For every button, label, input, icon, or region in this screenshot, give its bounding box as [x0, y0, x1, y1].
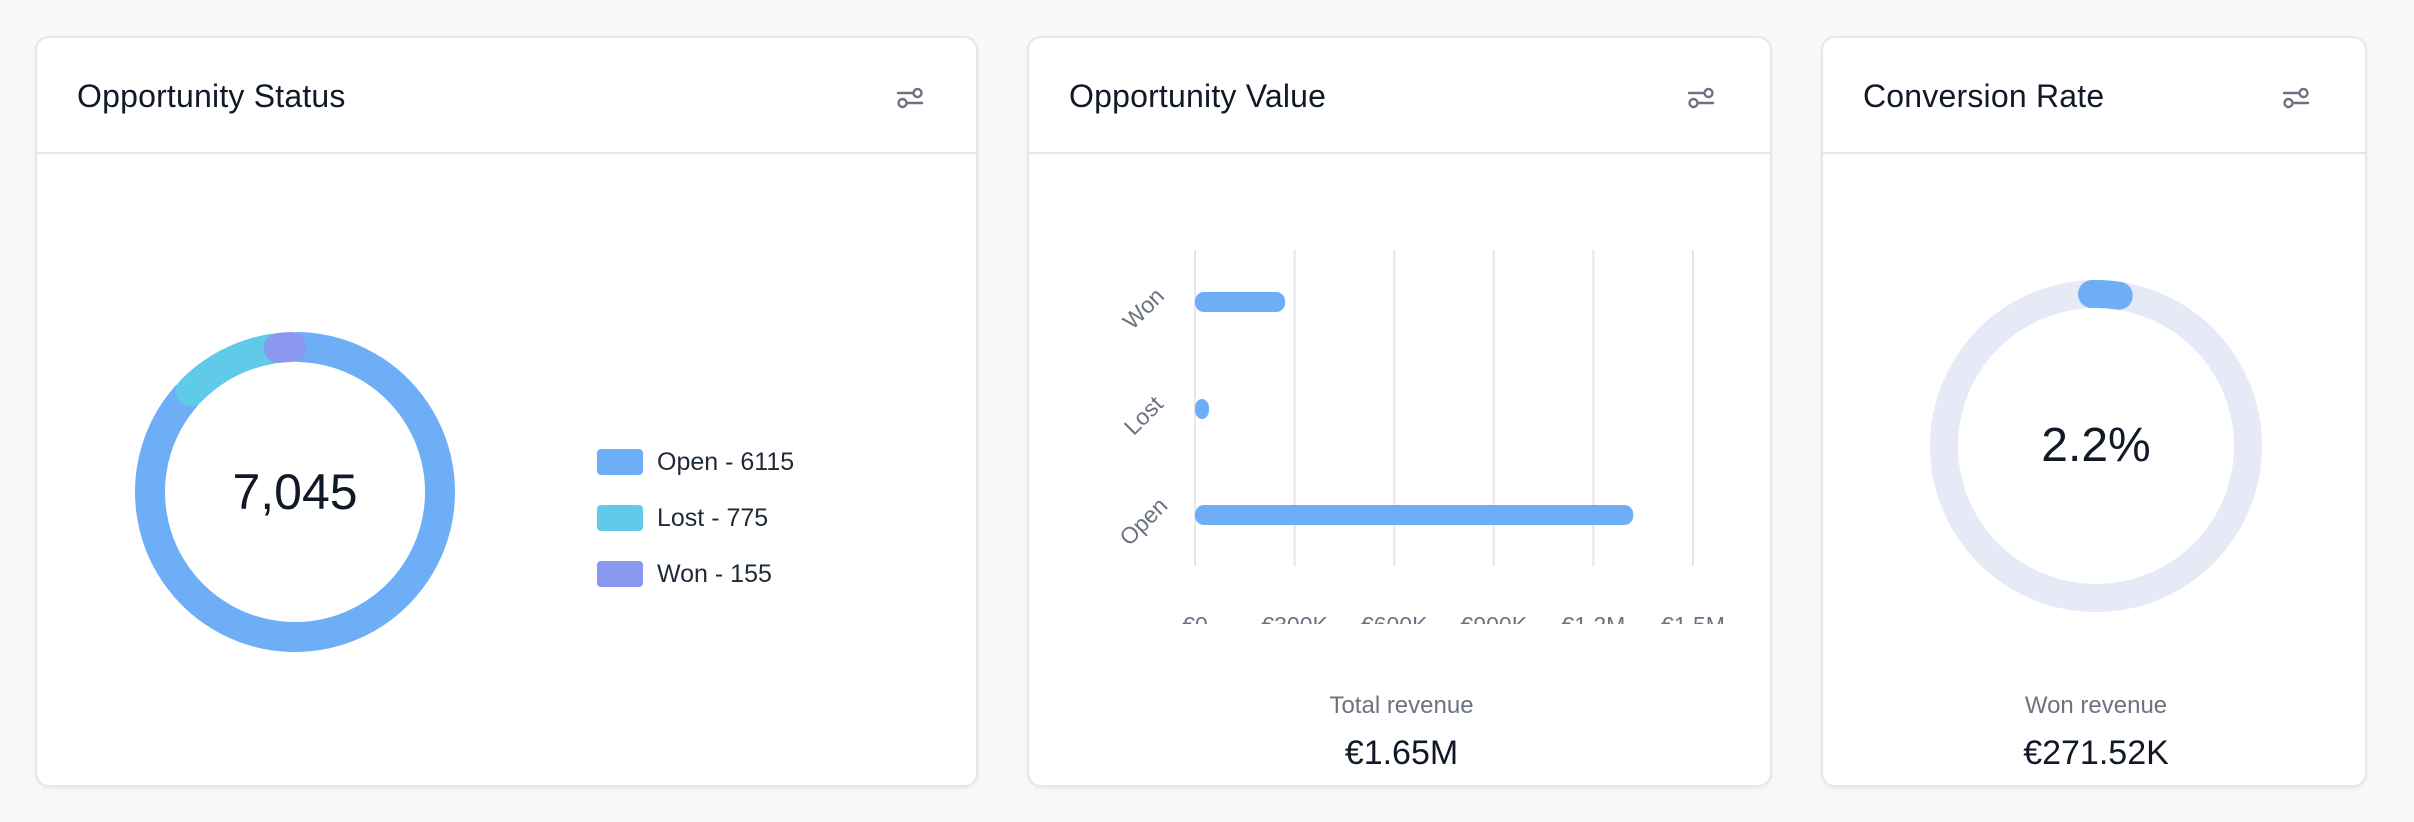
settings-button[interactable]	[892, 80, 928, 116]
card-header: Conversion Rate	[1823, 38, 2365, 154]
y-category-label: Open	[1114, 492, 1172, 550]
gauge-fill	[2078, 280, 2133, 310]
opportunity-value-card: Opportunity Value Won Lost Open €0 €300K €60…	[1027, 36, 1772, 787]
x-tick-label: €1.5M	[1661, 612, 1725, 624]
conversion-rate-value: 2.2%	[2041, 419, 2151, 472]
card-header: Opportunity Value	[1029, 38, 1770, 154]
legend-swatch-won	[597, 561, 643, 587]
card-body: 2.2% Won revenue €271.52K	[1823, 154, 2365, 785]
bar-won[interactable]	[1195, 292, 1286, 312]
legend-item-open[interactable]: Open - 6115	[597, 434, 794, 490]
legend-label-won: Won - 155	[657, 559, 772, 588]
x-tick-label: €0	[1182, 612, 1208, 624]
opportunity-status-card: Opportunity Status 7,045 Open - 6115 Los…	[35, 36, 978, 787]
sliders-icon	[2282, 87, 2310, 109]
x-tick-label: €600K	[1361, 612, 1428, 624]
legend-label-lost: Lost - 775	[657, 503, 769, 532]
total-opportunities-value: 7,045	[232, 464, 358, 520]
settings-button[interactable]	[2278, 80, 2314, 116]
legend-item-lost[interactable]: Lost - 775	[597, 490, 794, 546]
card-body: 7,045 Open - 6115 Lost - 775 Won - 155	[37, 154, 976, 785]
opportunity-value-bar-chart: Won Lost Open €0 €300K €600K €900K €1.2M €1.5M	[1114, 250, 1725, 624]
total-revenue-value: €1.65M	[1344, 734, 1459, 772]
legend-swatch-lost	[597, 505, 643, 531]
donut-slice-open[interactable]	[135, 332, 455, 652]
card-header: Opportunity Status	[37, 38, 976, 154]
sliders-icon	[1687, 87, 1715, 109]
won-revenue-label: Won revenue	[2024, 692, 2168, 719]
status-donut-chart	[135, 332, 455, 652]
won-revenue-value: €271.52K	[2023, 734, 2169, 772]
donut-slice-won[interactable]	[263, 332, 307, 363]
bar-open[interactable]	[1195, 505, 1634, 525]
status-legend: Open - 6115 Lost - 775 Won - 155	[597, 434, 794, 602]
legend-swatch-open	[597, 449, 643, 475]
conversion-rate-gauge	[1930, 280, 2262, 612]
x-tick-label: €1.2M	[1561, 612, 1625, 624]
card-title: Conversion Rate	[1863, 78, 2105, 114]
x-tick-label: €300K	[1261, 612, 1328, 624]
card-title: Opportunity Status	[77, 78, 346, 114]
card-title: Opportunity Value	[1069, 78, 1327, 114]
settings-button[interactable]	[1683, 80, 1719, 116]
conversion-rate-card: Conversion Rate 2.2% Won revenue €271.52…	[1821, 36, 2367, 787]
y-category-label: Lost	[1119, 390, 1169, 440]
legend-item-won[interactable]: Won - 155	[597, 546, 794, 602]
bar-lost[interactable]	[1195, 399, 1209, 419]
donut-slice-lost[interactable]	[175, 333, 287, 407]
legend-label-open: Open - 6115	[657, 447, 795, 476]
y-category-label: Won	[1118, 283, 1170, 335]
x-tick-label: €900K	[1461, 612, 1528, 624]
sliders-icon	[896, 87, 924, 109]
total-revenue-label: Total revenue	[1329, 692, 1474, 719]
